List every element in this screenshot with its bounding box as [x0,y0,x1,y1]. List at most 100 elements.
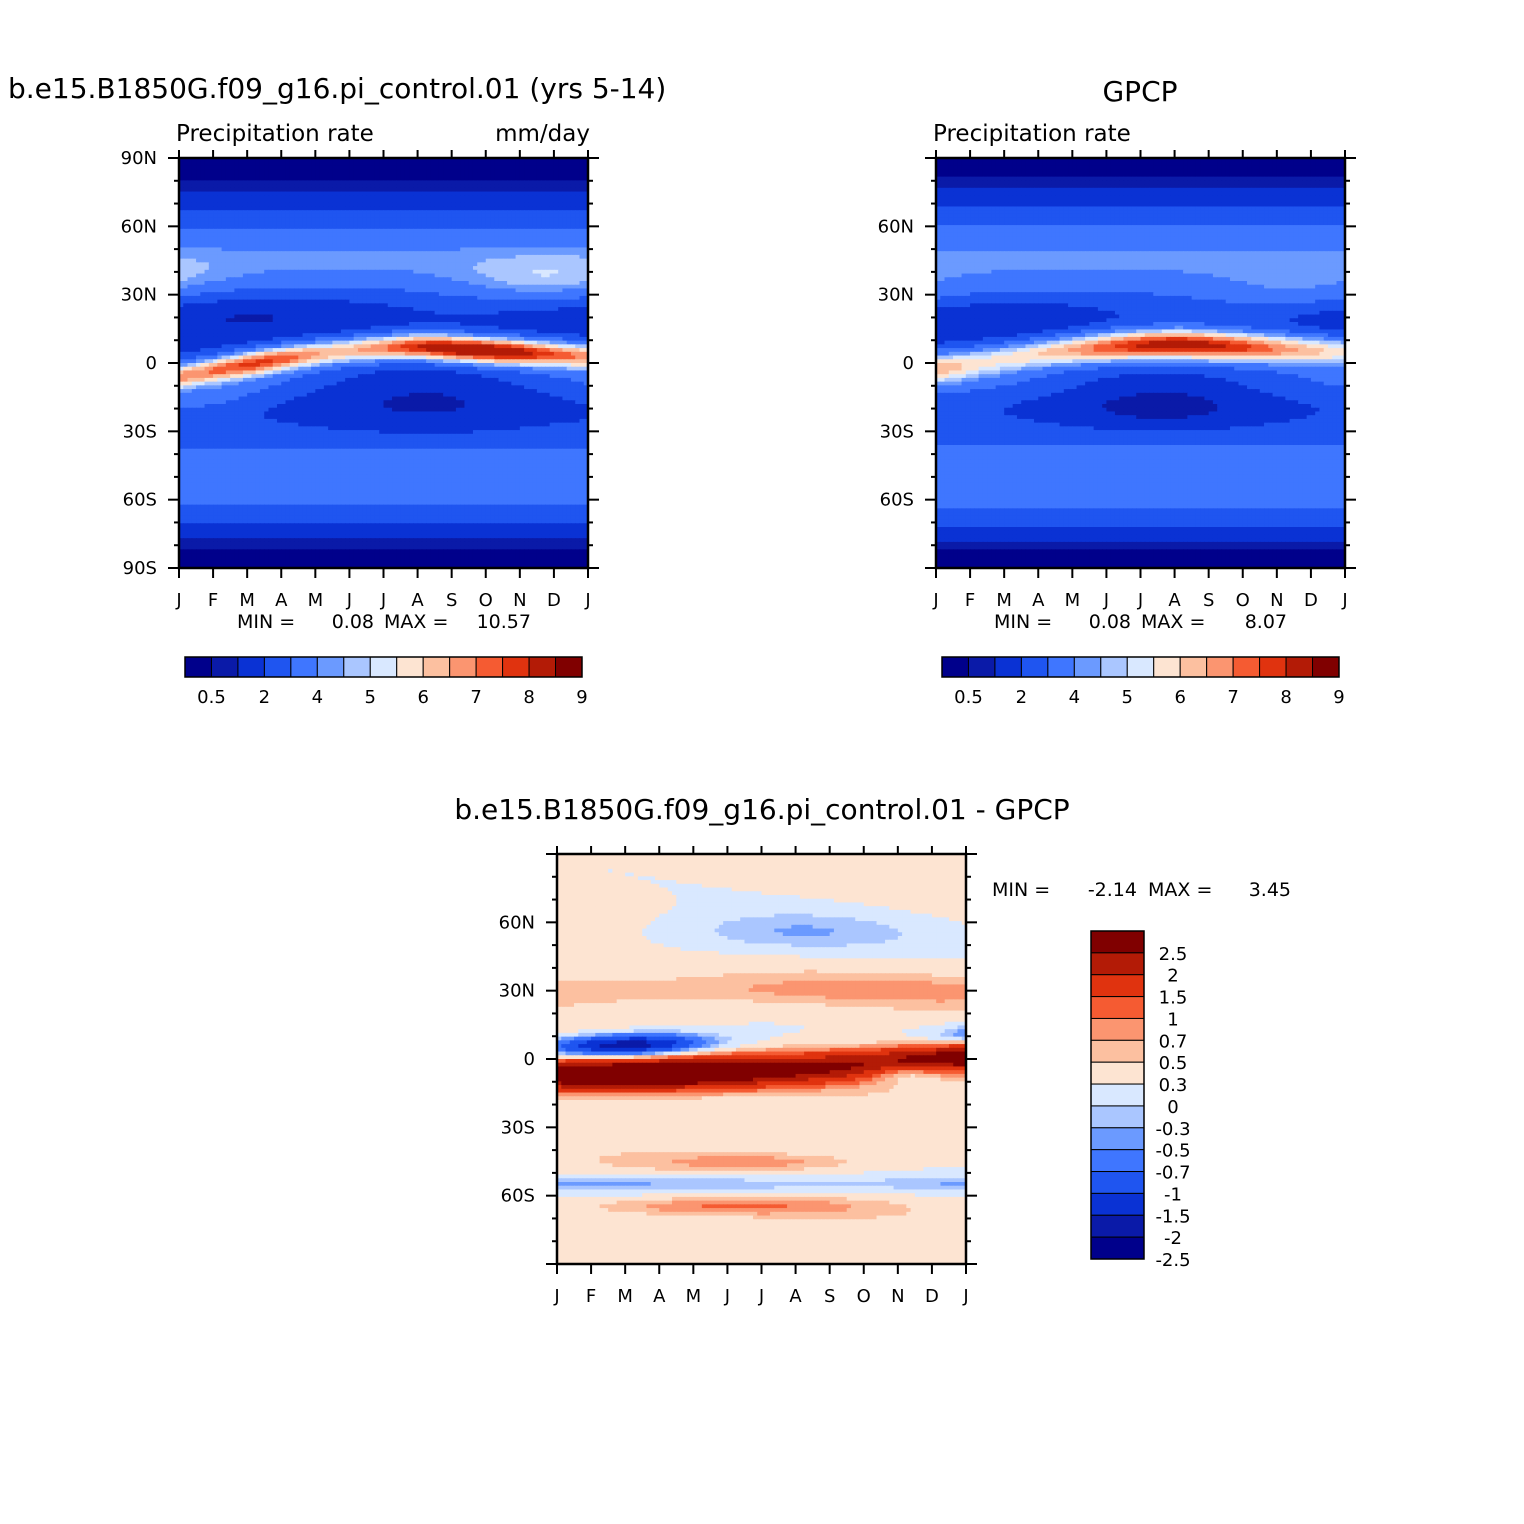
model-cell [349,161,355,167]
model-cell [583,336,588,342]
model-cell [247,303,253,308]
model-cell [413,202,419,208]
model-cell [519,243,525,249]
model-cell [494,210,500,215]
model-cell [464,314,470,319]
model-cell [179,176,184,181]
model-cell [298,314,304,319]
model-cell [319,254,325,260]
model-cell [289,329,295,334]
model-cell [289,292,295,297]
model-cell [345,240,351,245]
model-cell [430,172,436,178]
model-cell [311,262,316,267]
model-cell [570,228,576,234]
model-cell [490,195,495,200]
model-cell [400,199,406,204]
model-cell [392,266,397,271]
model-cell [302,277,308,282]
model-cell [349,322,355,327]
model-cell [332,172,338,178]
model-cell [213,187,218,193]
model-cell [498,284,504,290]
model-cell [583,217,588,222]
model-cell [340,202,346,208]
model-cell [323,288,329,293]
model-cell [238,180,244,185]
model-cell [515,236,521,241]
model-cell [345,199,351,204]
model-cell [528,307,534,312]
model-cell [426,277,431,282]
model-cell [558,213,564,219]
model-cell [259,281,265,286]
model-cell [323,281,329,286]
model-cell [259,288,265,293]
model-cell [294,269,299,275]
model-cell [541,266,546,271]
model-cell [421,254,427,260]
model-cell [481,295,487,301]
model-cell [272,236,278,241]
model-cell [519,158,525,163]
model-cell [511,165,517,170]
model-cell [562,307,568,312]
model-cell [417,247,423,252]
model-cell [298,258,304,263]
model-cell [315,243,321,249]
model-cell [251,307,257,312]
model-cell [264,251,270,256]
model-cell [477,202,483,208]
model-cell [532,269,538,275]
model-cell [558,236,564,241]
model-cell [400,281,406,286]
model-cell [434,165,440,170]
model-cell [443,266,449,271]
model-cell [281,266,287,271]
model-cell [396,221,402,226]
model-cell [387,199,393,204]
model-cell [298,202,304,208]
model-cell [455,213,461,219]
model-cell [238,254,244,260]
model-cell [477,240,483,245]
model-cell [179,336,184,342]
model-cell [460,210,466,215]
model-cell [340,269,346,275]
model-cell [200,281,206,286]
model-cell [315,318,321,323]
model-cell [264,165,270,170]
model-cell [400,165,406,170]
model-cell [392,247,397,252]
model-cell [268,199,274,204]
model-cell [387,310,393,316]
model-cell [272,195,278,200]
model-cell [404,258,410,263]
model-cell [285,266,291,271]
model-cell [579,344,585,349]
model-cell [196,333,201,338]
model-cell [298,269,304,275]
model-cell [579,217,585,222]
model-cell [549,295,555,301]
model-cell [247,240,253,245]
model-cell [447,247,453,252]
model-cell [247,336,253,342]
model-cell [191,221,197,226]
model-cell [230,348,235,353]
model-cell [213,195,218,200]
model-cell [294,165,299,170]
model-cell [570,277,576,282]
model-cell [455,277,461,282]
model-cell [434,232,440,237]
model-cell [289,295,295,301]
model-cell [319,161,325,167]
model-cell [417,236,423,241]
model-cell [447,191,453,196]
model-cell [370,172,376,178]
model-cell [251,277,257,282]
model-cell [319,281,325,286]
model-cell [217,247,223,252]
model-cell [306,236,312,241]
model-cell [421,225,427,230]
